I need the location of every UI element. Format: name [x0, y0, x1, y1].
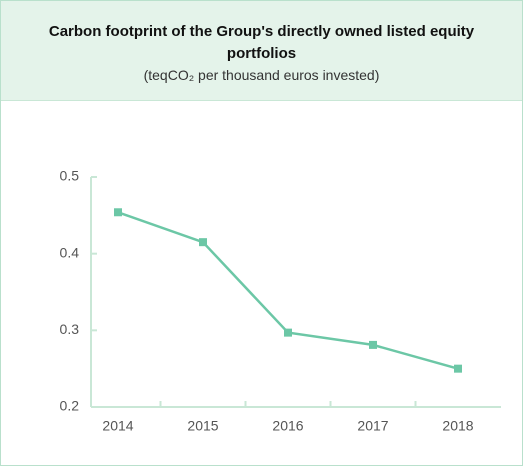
- line: [117, 211, 459, 370]
- marker: [199, 238, 207, 247]
- y-tick-label: 0.2: [60, 398, 80, 414]
- chart-subtitle: (teqCO₂ per thousand euros invested): [143, 67, 380, 83]
- x-tick-label: 2015: [187, 418, 218, 434]
- x-tick-label: 2017: [357, 418, 388, 434]
- header: Carbon footprint of the Group's directly…: [1, 1, 522, 101]
- marker: [454, 364, 462, 373]
- marker: [114, 208, 122, 217]
- y-tick-label: 0.5: [60, 168, 80, 184]
- x-tick-label: 2014: [102, 418, 133, 434]
- chart-title: Carbon footprint of the Group's directly…: [48, 23, 475, 62]
- x-tick-label: 2016: [272, 418, 303, 434]
- x-tick-label: 2018: [442, 418, 473, 434]
- marker: [284, 328, 292, 337]
- y-tick-label: 0.4: [60, 244, 80, 260]
- y-tick-label: 0.3: [60, 321, 80, 337]
- marker: [369, 340, 377, 349]
